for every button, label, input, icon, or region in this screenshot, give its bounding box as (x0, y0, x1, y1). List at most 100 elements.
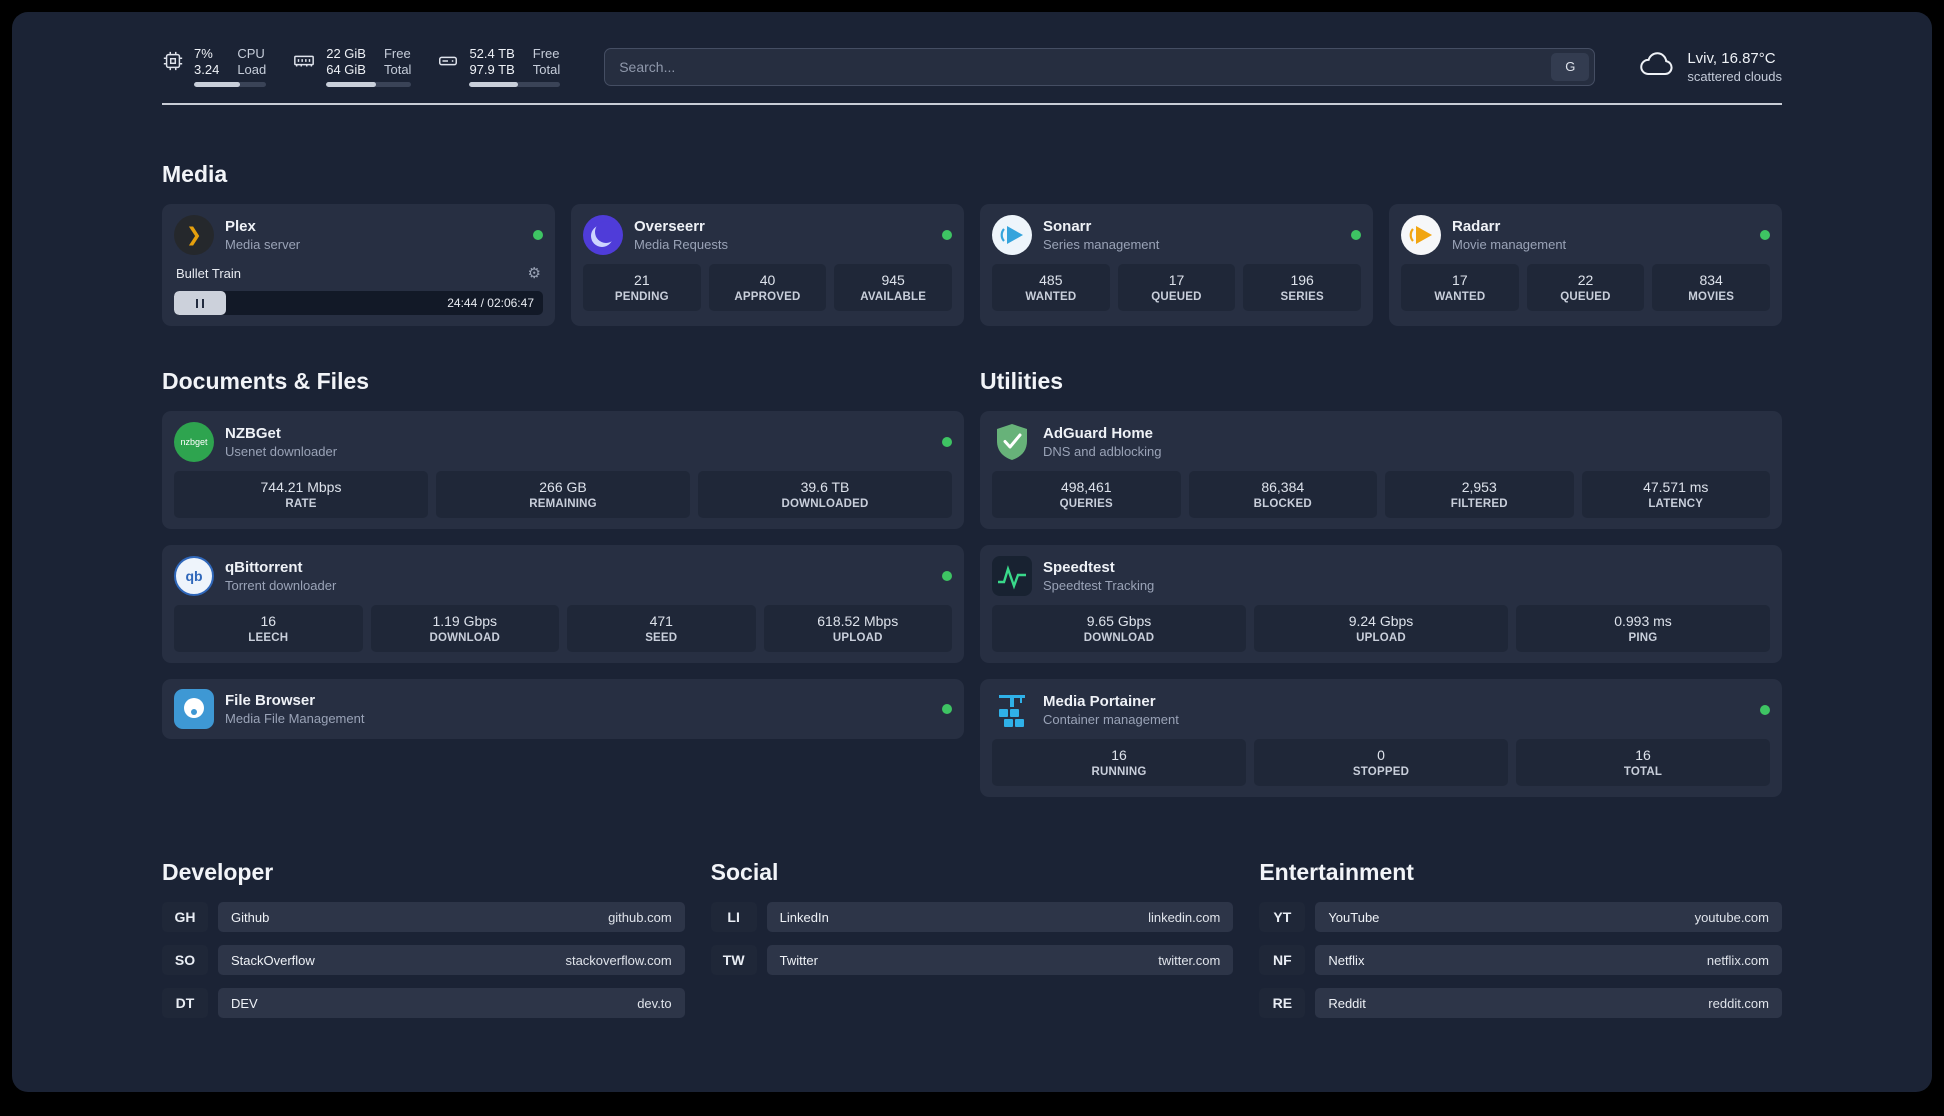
app-card-overseerr[interactable]: Overseerr Media Requests 21 PENDING 40 A… (571, 204, 964, 326)
bookmark-reddit[interactable]: RE Reddit reddit.com (1259, 988, 1782, 1018)
cloud-icon (1639, 50, 1675, 83)
ram-total: 64 GiB (326, 62, 366, 77)
nzbget-icon: nzbget (174, 422, 214, 462)
stat-label: PING (1628, 632, 1658, 644)
status-dot (1760, 705, 1770, 715)
stat-box: 17 QUEUED (1117, 264, 1236, 311)
app-subtitle: Series management (1043, 237, 1160, 252)
stat-value: 9.24 Gbps (1348, 613, 1414, 629)
stat-label: SERIES (1280, 291, 1324, 303)
adguard-icon (992, 422, 1032, 462)
app-card-sonarr[interactable]: Sonarr Series management 485 WANTED 17 Q… (980, 204, 1373, 326)
app-card-radarr[interactable]: Radarr Movie management 17 WANTED 22 QUE… (1389, 204, 1782, 326)
cpu-icon (162, 50, 184, 72)
bookmark-group-entertainment: Entertainment YT YouTube youtube.com NF … (1259, 859, 1782, 1031)
stat-box: 22 QUEUED (1526, 264, 1645, 311)
stat-value: 39.6 TB (800, 479, 850, 495)
overseerr-icon (583, 215, 623, 255)
bookmark-netflix[interactable]: NF Netflix netflix.com (1259, 945, 1782, 975)
stat-label: BLOCKED (1253, 498, 1312, 510)
bookmark-twitter[interactable]: TW Twitter twitter.com (710, 945, 1234, 975)
bookmark-abbr: GH (162, 902, 208, 932)
stat-value: 16 (260, 613, 277, 629)
app-name: Plex (225, 218, 256, 235)
speedtest-icon (992, 556, 1032, 596)
cpu-progress-bar (194, 82, 267, 87)
stat-value: 196 (1290, 272, 1314, 288)
svg-text:nzbget: nzbget (180, 437, 208, 447)
stat-box: 2,953 FILTERED (1385, 471, 1574, 518)
bookmark-dev[interactable]: DT DEV dev.to (162, 988, 685, 1018)
stat-label: TOTAL (1623, 766, 1663, 778)
top-bar: 7% CPU 3.24 Load 22 GiB Free 64 G (162, 12, 1782, 87)
pause-icon[interactable] (195, 298, 204, 308)
cpu-percent: 7% (194, 46, 213, 61)
app-subtitle: Movie management (1452, 237, 1567, 252)
stat-label: PENDING (614, 291, 669, 303)
ram-total-label: Total (383, 62, 412, 77)
stat-value: 9.65 Gbps (1086, 613, 1152, 629)
search-engine-button[interactable]: G (1551, 52, 1590, 81)
playback-time: 24:44 / 02:06:47 (447, 296, 534, 310)
cpu-metric: 7% CPU 3.24 Load (162, 46, 267, 87)
app-card-speedtest[interactable]: Speedtest Speedtest Tracking 9.65 Gbps D… (980, 545, 1782, 663)
stat-label: RATE (285, 498, 317, 510)
app-subtitle: Media Requests (634, 237, 728, 252)
stat-value: 16 (1111, 747, 1127, 763)
stat-label: QUEUED (1560, 291, 1611, 303)
section-heading-documents: Documents & Files (162, 368, 370, 394)
svg-text:qb: qb (185, 568, 202, 584)
bookmark-linkedin[interactable]: LI LinkedIn linkedin.com (710, 902, 1234, 932)
stat-value: 17 (1168, 272, 1185, 288)
bookmark-abbr: YT (1259, 902, 1306, 932)
bookmark-group-social: Social LI LinkedIn linkedin.com TW Twitt… (710, 859, 1234, 1031)
gear-icon[interactable]: ⚙ (527, 265, 541, 282)
stat-value: 1.19 Gbps (432, 613, 498, 629)
app-card-plex[interactable]: ❯ Plex Media server Bullet Train ⚙ (162, 204, 555, 326)
bookmark-github[interactable]: GH Github github.com (162, 902, 685, 932)
topbar-divider (162, 103, 1782, 105)
stat-label: APPROVED (734, 291, 801, 303)
stat-label: MOVIES (1688, 291, 1735, 303)
disk-free-label: Free (532, 46, 560, 61)
stat-value: 21 (634, 272, 650, 288)
section-heading-media: Media (162, 161, 228, 187)
ram-free: 22 GiB (326, 46, 366, 61)
bookmark-stackoverflow[interactable]: SO StackOverflow stackoverflow.com (162, 945, 685, 975)
app-card-qbittorrent[interactable]: qb qBittorrent Torrent downloader 16 LEE… (162, 545, 964, 663)
app-card-adguard[interactable]: AdGuard Home DNS and adblocking 498,461 … (980, 411, 1782, 529)
app-name: Speedtest (1043, 559, 1115, 576)
stat-value: 17 (1452, 272, 1468, 288)
weather-widget: Lviv, 16.87°C scattered clouds (1639, 50, 1782, 84)
bookmark-url: netflix.com (1706, 952, 1769, 968)
stat-box: 21 PENDING (583, 264, 701, 311)
app-card-nzbget[interactable]: nzbget NZBGet Usenet downloader 744.21 M… (162, 411, 964, 529)
stat-label: UPLOAD (832, 632, 883, 644)
stat-value: 86,384 (1261, 479, 1305, 495)
app-name: Sonarr (1043, 218, 1092, 235)
status-dot (533, 230, 543, 240)
stat-box: 945 AVAILABLE (834, 264, 952, 311)
bookmark-youtube[interactable]: YT YouTube youtube.com (1259, 902, 1782, 932)
stat-label: FILTERED (1450, 498, 1508, 510)
stat-label: LATENCY (1648, 498, 1704, 510)
stat-value: 744.21 Mbps (260, 479, 342, 495)
ram-free-label: Free (383, 46, 411, 61)
app-card-filebrowser[interactable]: File Browser Media File Management (162, 679, 964, 739)
bookmark-url: reddit.com (1708, 995, 1769, 1011)
app-card-portainer[interactable]: Media Portainer Container management 16 … (980, 679, 1782, 797)
stat-value: 16 (1635, 747, 1651, 763)
sonarr-icon (992, 215, 1032, 255)
stat-value: 266 GB (539, 479, 587, 495)
playback-progress-bar[interactable]: 24:44 / 02:06:47 (174, 291, 543, 315)
app-subtitle: Usenet downloader (225, 444, 338, 459)
disk-progress-bar (469, 82, 561, 87)
bookmark-url: stackoverflow.com (565, 952, 672, 968)
bookmark-name: StackOverflow (231, 952, 315, 968)
section-heading-social: Social (710, 859, 779, 885)
stat-box: 196 SERIES (1243, 264, 1361, 311)
weather-location: Lviv, 16.87°C (1687, 49, 1776, 67)
stat-box: 266 GB REMAINING (436, 471, 690, 518)
disk-total-label: Total (532, 62, 561, 77)
search-input[interactable] (619, 58, 1552, 75)
